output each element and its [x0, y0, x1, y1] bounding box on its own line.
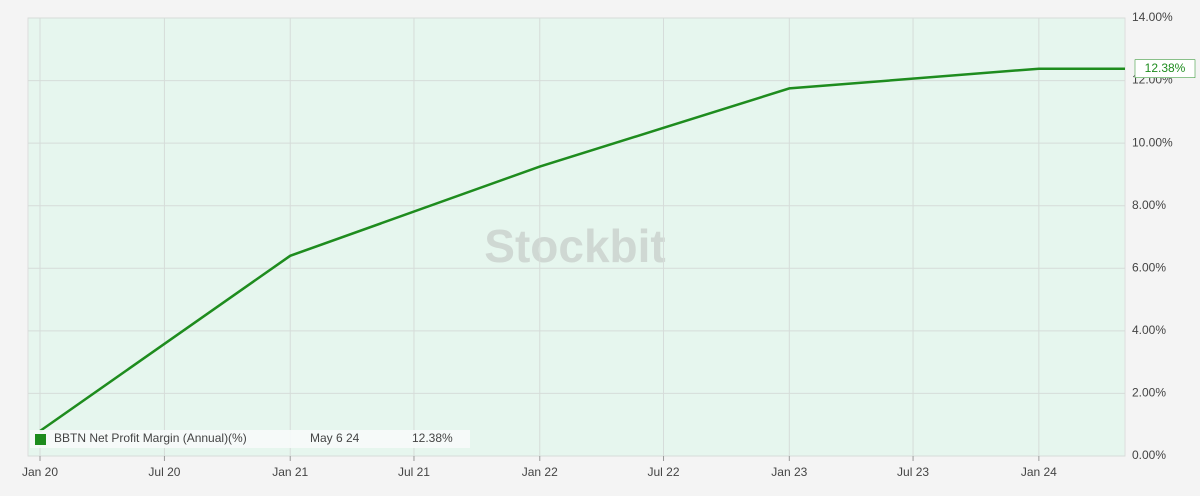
watermark: Stockbit [484, 220, 665, 272]
y-tick-label: 0.00% [1132, 448, 1166, 462]
y-tick-label: 4.00% [1132, 323, 1166, 337]
x-tick-label: Jan 23 [771, 465, 807, 479]
legend-date: May 6 24 [310, 431, 360, 445]
x-tick-label: Jan 22 [522, 465, 558, 479]
x-tick-label: Jul 21 [398, 465, 430, 479]
legend-label: BBTN Net Profit Margin (Annual)(%) [54, 431, 247, 445]
x-tick-label: Jan 24 [1021, 465, 1057, 479]
x-tick-label: Jul 20 [148, 465, 180, 479]
legend-value: 12.38% [412, 431, 453, 445]
line [39, 67, 1125, 433]
x-tick-label: Jan 21 [272, 465, 308, 479]
legend-swatch [35, 434, 46, 445]
value-label: 12.38% [1145, 61, 1186, 75]
value-label-box [1134, 59, 1196, 78]
y-tick-label: 8.00% [1132, 198, 1166, 212]
x-tick-label: Jan 20 [22, 465, 58, 479]
y-tick-label: 2.00% [1132, 386, 1166, 400]
x-tick-label: Jul 23 [897, 465, 929, 479]
x-tick-label: Jul 22 [648, 465, 680, 479]
y-tick-label: 6.00% [1132, 260, 1166, 274]
legend-box [30, 430, 470, 448]
y-tick-label: 10.00% [1132, 135, 1173, 149]
y-tick-label: 14.00% [1132, 10, 1173, 24]
plot-area [27, 17, 1126, 457]
